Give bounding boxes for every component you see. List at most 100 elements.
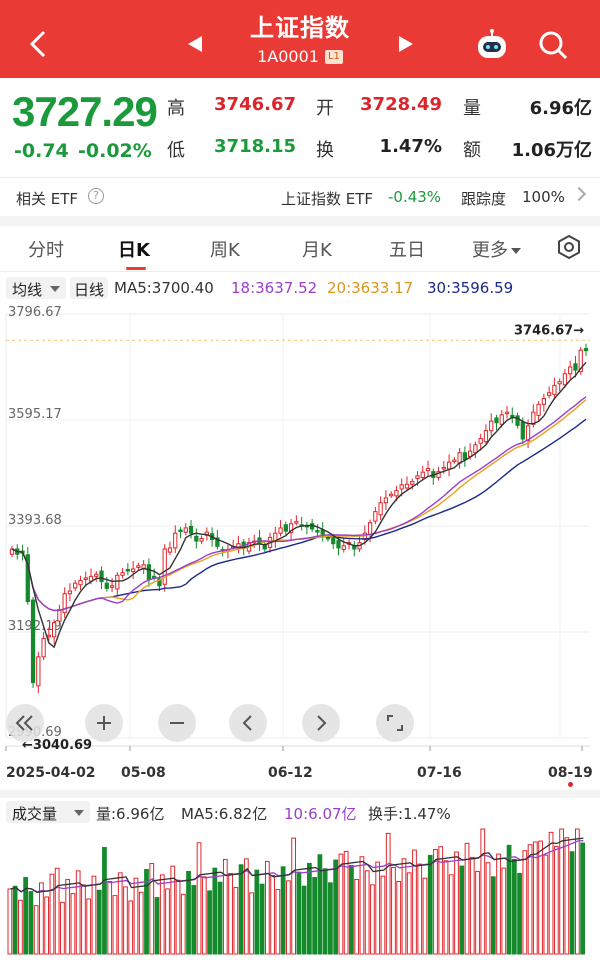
ma30-line — [11, 418, 587, 612]
etf-name[interactable]: 上证指数 ETF — [281, 190, 374, 208]
volume-bar — [370, 884, 375, 955]
fold-icon[interactable] — [6, 704, 44, 742]
x-tick-label: 08-19 — [548, 765, 593, 781]
candle — [199, 537, 204, 542]
volume-value: 6.96亿 — [529, 98, 592, 119]
volume-bar — [28, 891, 34, 955]
volume-bar — [559, 828, 564, 955]
candle — [573, 363, 578, 371]
ma30-value: 30:3596.59 — [427, 279, 514, 297]
volume-bar — [217, 881, 223, 955]
candle — [41, 637, 46, 658]
tab-intraday[interactable]: 分时 — [28, 240, 64, 261]
scroll-left-icon[interactable] — [229, 704, 267, 742]
volume-bar — [243, 858, 249, 955]
back-chevron-icon[interactable] — [24, 24, 54, 64]
y-tick-label: 3796.67 — [8, 305, 62, 320]
candle — [94, 573, 99, 577]
help-icon[interactable]: ? — [88, 188, 104, 204]
robot-assistant-icon[interactable] — [474, 28, 510, 62]
volume-value: 量:6.96亿 — [96, 805, 165, 823]
candle — [157, 578, 162, 587]
candlestick-chart[interactable]: 3796.673595.173393.683192.192990.693746.… — [0, 300, 600, 764]
volume-bar — [364, 870, 370, 955]
tab-weekly-k[interactable]: 周K — [210, 240, 240, 261]
volume-bar — [312, 877, 318, 955]
volume-indicator-label: 成交量 — [12, 805, 58, 823]
candle — [494, 417, 499, 424]
chevron-right-icon[interactable] — [571, 186, 587, 202]
candle — [552, 384, 557, 395]
volume-bar — [490, 876, 496, 955]
ma18-value: 18:3637.52 — [231, 279, 318, 297]
volume-bar — [23, 877, 29, 955]
scroll-right-icon[interactable] — [302, 704, 340, 742]
y-tick-label: 3393.68 — [8, 513, 62, 528]
search-icon[interactable] — [536, 28, 570, 62]
volume-bar — [522, 850, 528, 955]
candle — [315, 530, 320, 533]
candle — [483, 430, 489, 443]
zoom-out-icon[interactable] — [158, 704, 196, 742]
y-tick-label: 3595.17 — [8, 407, 62, 422]
settings-hexagon-icon[interactable] — [556, 234, 582, 260]
volume-bar — [12, 885, 18, 955]
candle — [510, 414, 515, 418]
candle — [36, 656, 41, 687]
volume-bar — [501, 867, 507, 955]
related-etf-row[interactable]: 相关 ETF ? 上证指数 ETF -0.43% 跟踪度 100% — [0, 178, 600, 216]
volume-chart[interactable] — [0, 824, 600, 955]
indicator-mode-label: 均线 — [12, 281, 43, 299]
volume-bar — [133, 877, 139, 955]
volume-bar — [75, 870, 81, 955]
volume-bar — [448, 874, 454, 955]
candle — [178, 529, 183, 533]
amount-label: 额 — [463, 140, 481, 161]
candle — [162, 548, 167, 585]
prev-arrow-icon[interactable] — [188, 36, 202, 52]
volume-bar — [123, 886, 128, 955]
volume-bar — [165, 888, 170, 955]
tab-daily-k[interactable]: 日K — [118, 240, 150, 261]
tab-monthly-k[interactable]: 月K — [302, 240, 332, 261]
candle — [273, 532, 278, 542]
ma20-value: 20:3633.17 — [327, 279, 414, 297]
period-chip[interactable] — [70, 277, 108, 299]
volume-bar — [527, 844, 533, 955]
candle — [51, 622, 57, 638]
volume-bar — [170, 865, 176, 955]
volume-bar — [375, 861, 381, 955]
tab-five-day[interactable]: 五日 — [389, 240, 425, 261]
candle — [415, 475, 420, 479]
volume-bar — [433, 848, 438, 955]
volume-bar — [385, 832, 391, 955]
candle — [67, 590, 73, 595]
candle — [578, 349, 583, 373]
today-dot — [568, 782, 573, 787]
volume-bar — [391, 866, 396, 955]
volume-indicator-dropdown[interactable] — [6, 801, 90, 823]
volume-bar — [553, 845, 559, 955]
volume-bar — [333, 859, 339, 955]
volume-bar — [564, 837, 570, 955]
tab-more[interactable]: 更多 — [472, 236, 521, 262]
candle — [436, 471, 441, 478]
fullscreen-icon[interactable] — [376, 704, 414, 742]
zoom-in-icon[interactable] — [85, 704, 123, 742]
open-label: 开 — [316, 98, 334, 119]
next-arrow-icon[interactable] — [399, 36, 413, 52]
current-price: 3727.29 — [12, 88, 158, 135]
high-value: 3746.67 — [214, 94, 296, 115]
volume-bar — [49, 873, 55, 955]
volume-bar — [285, 880, 291, 955]
volume-bar — [186, 871, 191, 955]
volume-bar — [422, 877, 428, 955]
volume-bar — [538, 840, 543, 955]
indicator-mode-dropdown[interactable] — [6, 277, 66, 299]
volume-bar — [154, 897, 160, 955]
candle — [536, 403, 541, 416]
volume-bar — [259, 883, 265, 955]
candle — [489, 420, 494, 432]
volume-bar — [406, 872, 412, 955]
candle — [562, 373, 568, 386]
